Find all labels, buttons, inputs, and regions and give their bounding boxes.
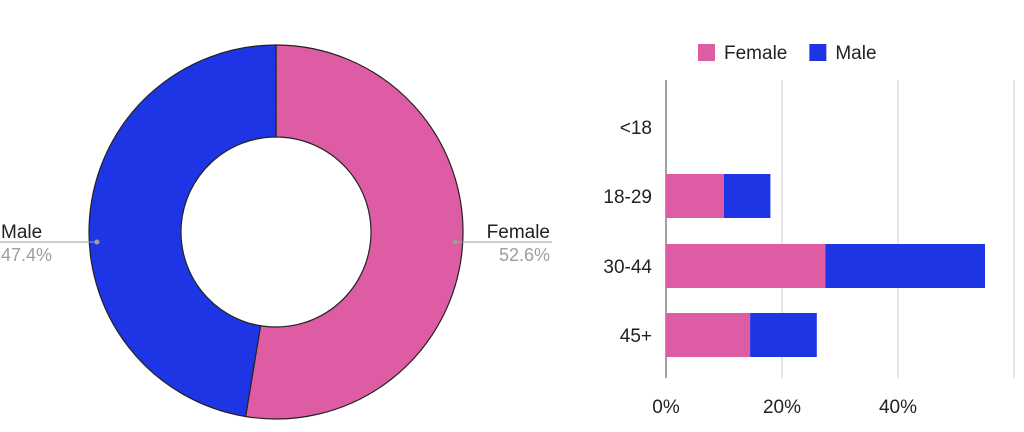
leader-dot-female bbox=[452, 239, 458, 245]
x-tick-40: 40% bbox=[879, 397, 917, 418]
legend-swatch-female bbox=[698, 44, 715, 61]
bar-female-45 bbox=[666, 313, 751, 357]
x-tick-labels: 0% 20% 40% bbox=[652, 397, 917, 418]
legend-swatch-male bbox=[809, 44, 827, 61]
category-label-30-44: 30-44 bbox=[603, 257, 652, 278]
bar-male-30-44 bbox=[825, 244, 985, 288]
bar-female-18-29 bbox=[666, 174, 724, 218]
slice-label-male: Male bbox=[1, 222, 42, 243]
slice-female bbox=[244, 44, 464, 420]
x-tick-20: 20% bbox=[763, 397, 801, 418]
slice-percent-male: 47.4% bbox=[1, 245, 52, 265]
category-label-18-29: 18-29 bbox=[603, 187, 652, 208]
category-label-45: 45+ bbox=[620, 326, 652, 347]
category-label-18: <18 bbox=[620, 118, 652, 139]
bar-male-18-29 bbox=[724, 174, 771, 218]
legend: Female Male bbox=[698, 43, 877, 64]
slice-percent-female: 52.6% bbox=[499, 245, 550, 265]
bar-male-45 bbox=[750, 313, 817, 357]
bar-female-30-44 bbox=[666, 244, 826, 288]
slice-male bbox=[88, 44, 277, 418]
bars bbox=[666, 174, 985, 357]
leader-dot-male bbox=[94, 239, 100, 245]
slice-label-female: Female bbox=[487, 222, 550, 243]
x-tick-0: 0% bbox=[652, 397, 680, 418]
stacked-bar-chart: <18 18-29 30-44 45+ 0% 20% 40% Female Male bbox=[603, 43, 1015, 418]
legend-label-male: Male bbox=[835, 43, 876, 64]
legend-label-female: Female bbox=[724, 43, 787, 64]
category-labels: <18 18-29 30-44 45+ bbox=[603, 118, 652, 347]
